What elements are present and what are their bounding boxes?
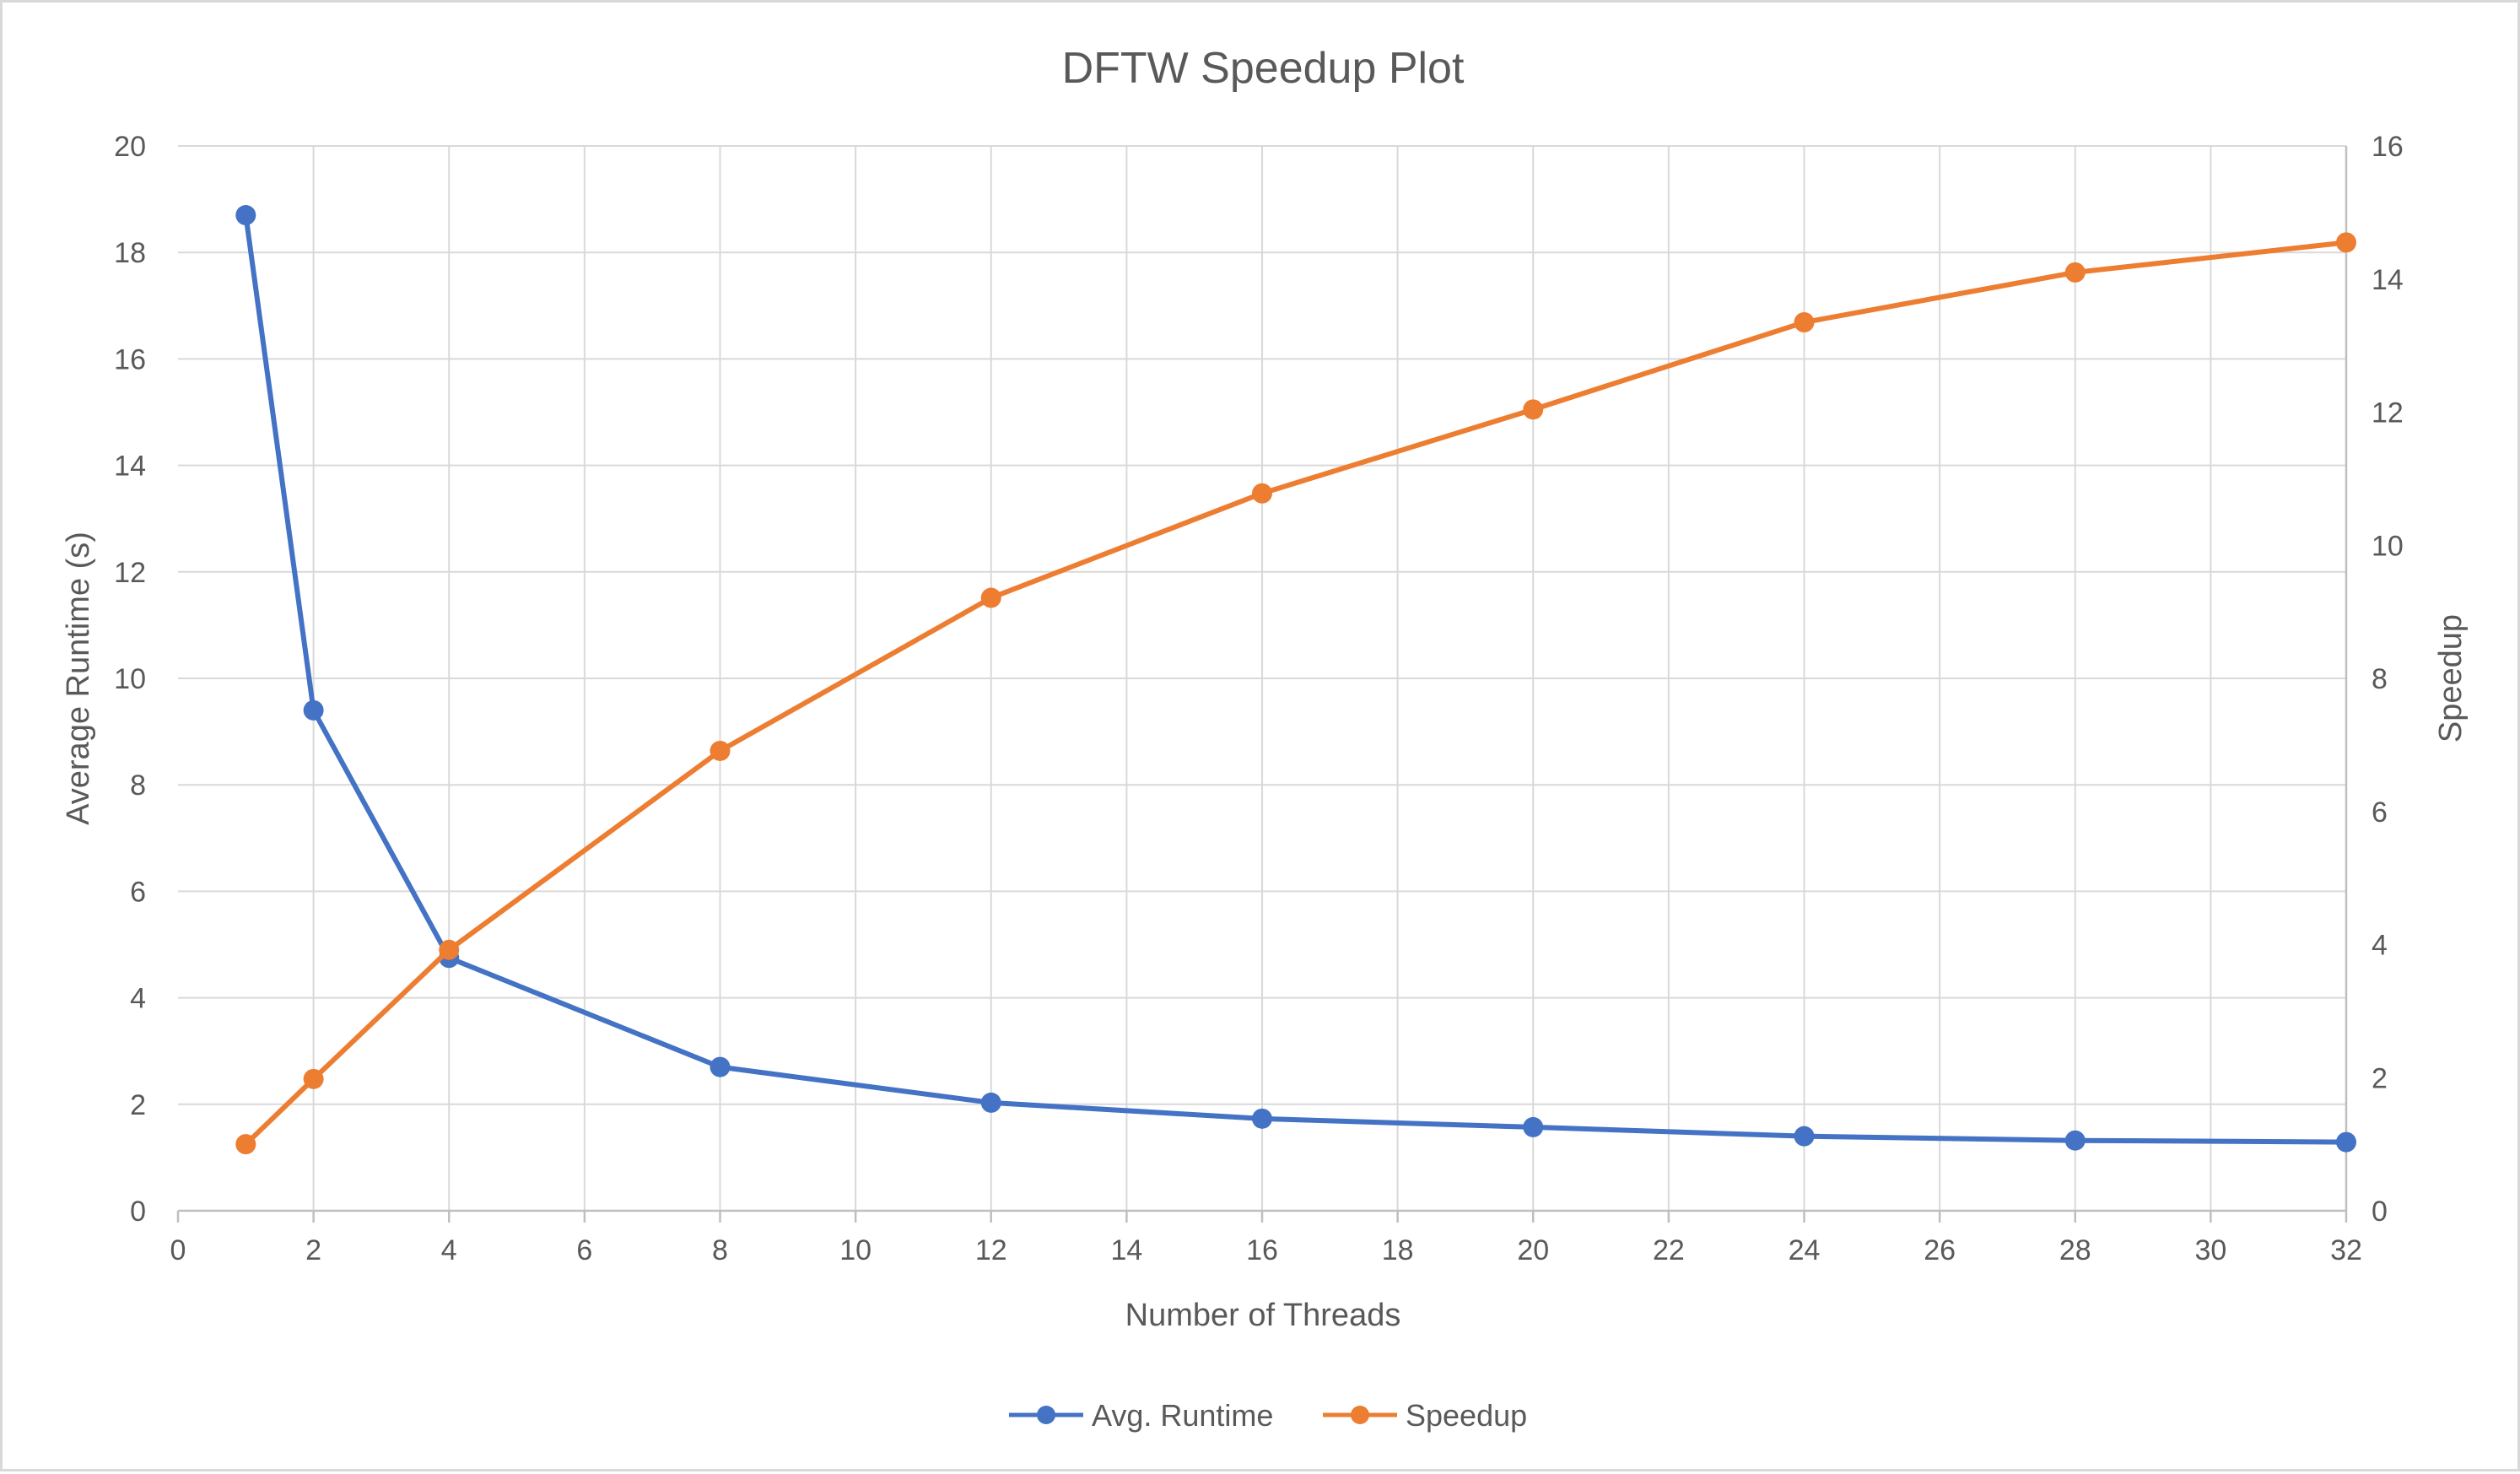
- data-point-speedup[interactable]: [1523, 399, 1544, 420]
- data-point-avg-runtime[interactable]: [1794, 1126, 1815, 1147]
- y2-tick-label: 6: [2372, 796, 2388, 829]
- y2-tick-label: 10: [2372, 530, 2404, 562]
- axes: [176, 146, 2348, 1223]
- data-point-avg-runtime[interactable]: [303, 699, 324, 721]
- x-tick-label: 30: [2194, 1234, 2226, 1266]
- legend-item-avg-runtime[interactable]: Avg. Runtime: [1009, 1398, 1273, 1433]
- series-line-speedup: [243, 240, 2349, 1147]
- y-tick-label: 2: [130, 1089, 146, 1121]
- legend-label-speedup: Speedup: [1406, 1398, 1527, 1433]
- x-tick-label: 32: [2330, 1234, 2362, 1266]
- y-tick-label: 16: [114, 343, 146, 375]
- y-axis-title: Average Runtime (s): [61, 532, 96, 825]
- x-tick-label: 16: [1246, 1234, 1278, 1266]
- data-point-avg-runtime[interactable]: [1523, 1116, 1544, 1137]
- tick-labels: 0 2 4 6 8 10 12 14 16 18 20 22 24 26 28 30 3202468101214…: [114, 131, 2404, 1266]
- y2-tick-label: 16: [2372, 131, 2404, 163]
- data-point-speedup[interactable]: [2064, 262, 2086, 283]
- legend: Avg. Runtime Speedup: [1009, 1398, 1527, 1433]
- x-tick-label: 12: [975, 1234, 1007, 1266]
- data-point-speedup[interactable]: [439, 939, 460, 960]
- gridlines: [178, 145, 2347, 1211]
- data-series: [235, 205, 2356, 1155]
- chart-title: DFTW Speedup Plot: [1062, 44, 1465, 93]
- data-point-avg-runtime[interactable]: [710, 1056, 731, 1077]
- legend-marker-avg-runtime: [1037, 1406, 1055, 1424]
- data-point-speedup[interactable]: [235, 1134, 256, 1155]
- data-point-speedup[interactable]: [710, 740, 731, 761]
- data-point-avg-runtime[interactable]: [1252, 1108, 1272, 1129]
- data-point-speedup[interactable]: [1252, 483, 1272, 504]
- y2-tick-label: 0: [2372, 1196, 2388, 1228]
- x-tick-label: 28: [2059, 1234, 2091, 1266]
- data-point-avg-runtime[interactable]: [980, 1092, 1001, 1113]
- x-tick-label: 10: [839, 1234, 871, 1266]
- y-tick-label: 10: [114, 663, 146, 695]
- x-axis-title: Number of Threads: [1125, 1298, 1401, 1333]
- x-tick-label: 2: [305, 1234, 321, 1266]
- series-line-avg-runtime: [243, 213, 2349, 1145]
- y2-tick-label: 12: [2372, 397, 2404, 429]
- x-tick-label: 6: [576, 1234, 592, 1266]
- x-tick-label: 22: [1653, 1234, 1685, 1266]
- line-chart: DFTW Speedup Plot 0 2 4 6 8 10 12 14 16 18 20 22 24 2…: [61, 44, 2469, 1433]
- y-tick-label: 14: [114, 451, 146, 483]
- y2-tick-label: 14: [2372, 264, 2404, 296]
- data-point-speedup[interactable]: [2336, 232, 2356, 253]
- data-point-avg-runtime[interactable]: [2064, 1130, 2086, 1151]
- series-speedup: [235, 232, 2356, 1155]
- x-tick-label: 4: [441, 1234, 457, 1266]
- y2-axis-title: Speedup: [2433, 614, 2469, 742]
- x-tick-label: 26: [1924, 1234, 1956, 1266]
- data-point-speedup[interactable]: [980, 587, 1001, 608]
- legend-label-avg-runtime: Avg. Runtime: [1092, 1398, 1273, 1433]
- data-point-speedup[interactable]: [1794, 312, 1815, 333]
- legend-marker-speedup: [1351, 1406, 1369, 1424]
- y-tick-label: 18: [114, 237, 146, 269]
- data-point-speedup[interactable]: [303, 1068, 324, 1089]
- x-tick-label: 20: [1517, 1234, 1549, 1266]
- x-tick-label: 8: [712, 1234, 728, 1266]
- x-tick-label: 14: [1110, 1234, 1142, 1266]
- x-tick-label: 24: [1789, 1234, 1821, 1266]
- y-tick-label: 8: [130, 769, 146, 802]
- y-tick-label: 20: [114, 131, 146, 163]
- x-tick-label: 0: [170, 1234, 186, 1266]
- y-tick-label: 6: [130, 876, 146, 908]
- y-tick-label: 12: [114, 557, 146, 589]
- data-point-avg-runtime[interactable]: [235, 205, 256, 226]
- data-point-avg-runtime[interactable]: [2336, 1131, 2356, 1153]
- y2-tick-label: 4: [2372, 930, 2388, 962]
- legend-item-speedup[interactable]: Speedup: [1323, 1398, 1527, 1433]
- x-tick-label: 18: [1382, 1234, 1414, 1266]
- y2-tick-label: 8: [2372, 663, 2388, 695]
- y-tick-label: 0: [130, 1196, 146, 1228]
- y-tick-label: 4: [130, 983, 146, 1015]
- y2-tick-label: 2: [2372, 1062, 2388, 1094]
